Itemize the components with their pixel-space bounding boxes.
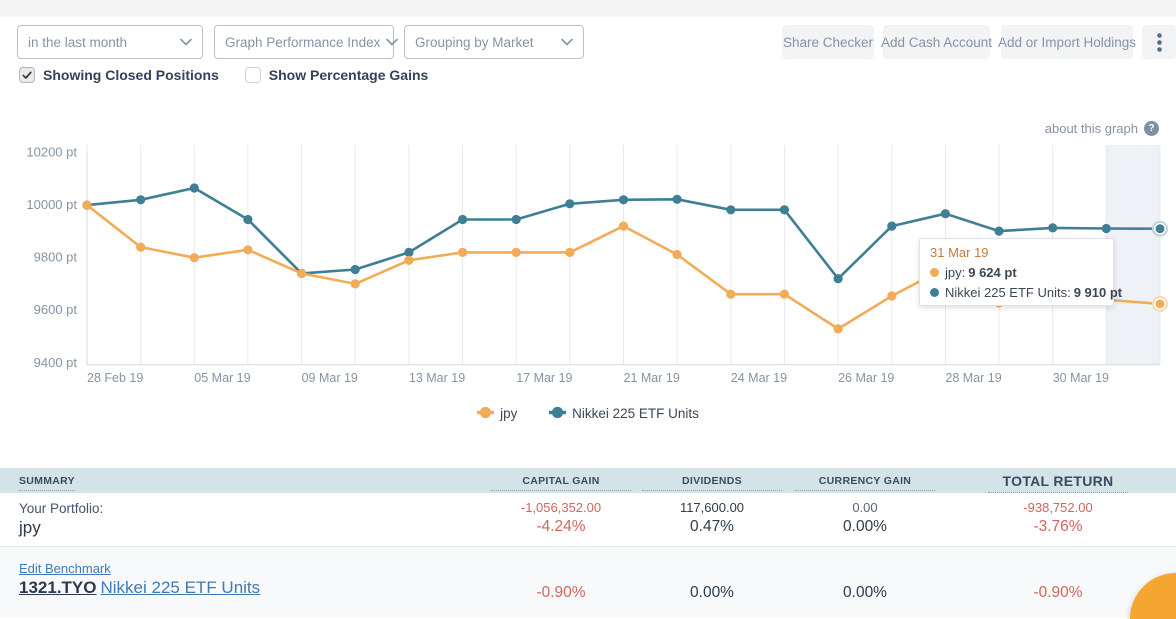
svg-text:30 Mar 19: 30 Mar 19 xyxy=(1053,371,1109,385)
svg-text:13 Mar 19: 13 Mar 19 xyxy=(409,371,465,385)
svg-text:28 Mar 19: 28 Mar 19 xyxy=(945,371,1001,385)
svg-text:9400 pt: 9400 pt xyxy=(34,355,78,370)
svg-text:28 Feb 19: 28 Feb 19 xyxy=(87,371,143,385)
svg-text:09 Mar 19: 09 Mar 19 xyxy=(302,371,358,385)
svg-text:10000 pt: 10000 pt xyxy=(26,197,77,212)
svg-text:9800 pt: 9800 pt xyxy=(34,250,78,265)
svg-text:10200 pt: 10200 pt xyxy=(26,145,77,160)
svg-text:17 Mar 19: 17 Mar 19 xyxy=(516,371,572,385)
svg-text:05 Mar 19: 05 Mar 19 xyxy=(194,371,250,385)
svg-text:24 Mar 19: 24 Mar 19 xyxy=(731,371,787,385)
svg-text:9600 pt: 9600 pt xyxy=(34,302,78,317)
svg-text:21 Mar 19: 21 Mar 19 xyxy=(624,371,680,385)
svg-text:26 Mar 19: 26 Mar 19 xyxy=(838,371,894,385)
